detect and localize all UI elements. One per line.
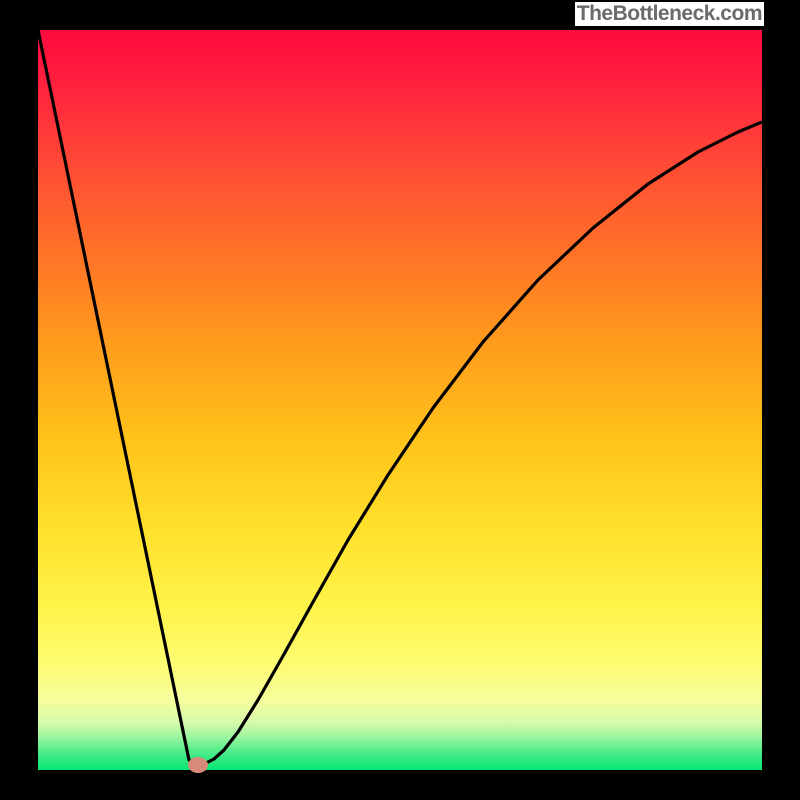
watermark-text: TheBottleneck.com bbox=[575, 2, 764, 26]
plot-area bbox=[38, 30, 762, 770]
optimum-marker bbox=[188, 757, 208, 773]
bottleneck-curve bbox=[38, 30, 762, 764]
chart-container: TheBottleneck.com bbox=[0, 0, 800, 800]
curve-layer bbox=[38, 30, 762, 770]
